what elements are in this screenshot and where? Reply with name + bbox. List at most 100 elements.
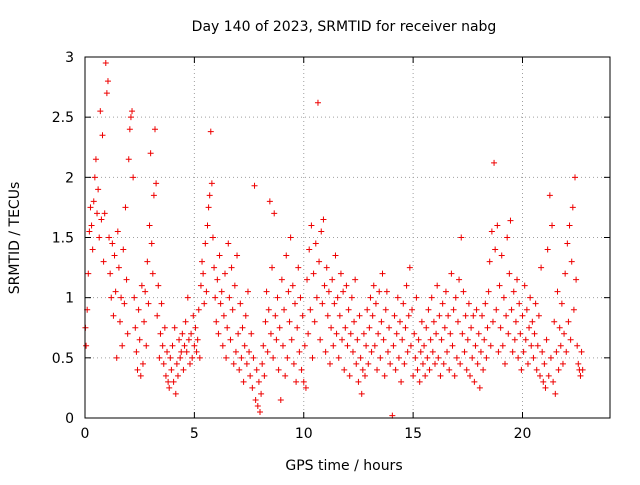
data-point [546, 192, 553, 199]
data-point [301, 342, 308, 349]
data-point [475, 330, 482, 337]
data-point [293, 378, 300, 385]
data-point [232, 348, 239, 355]
data-point [355, 378, 362, 385]
data-point [225, 240, 232, 247]
data-point [427, 336, 434, 343]
data-point [491, 159, 498, 166]
data-point [400, 300, 407, 307]
data-point [149, 270, 156, 277]
data-point [324, 312, 331, 319]
data-point [243, 360, 250, 367]
data-point [386, 324, 393, 331]
data-point [510, 288, 517, 295]
data-point [199, 258, 206, 265]
data-point [311, 318, 318, 325]
data-point [296, 348, 303, 355]
data-point [411, 330, 418, 337]
data-point [527, 294, 534, 301]
data-point [248, 330, 255, 337]
data-point [121, 300, 128, 307]
data-point [392, 366, 399, 373]
data-point [531, 330, 538, 337]
data-point [316, 258, 323, 265]
data-point [150, 192, 157, 199]
data-point [273, 336, 280, 343]
data-point [320, 216, 327, 223]
data-point [158, 300, 165, 307]
data-point [146, 222, 153, 229]
data-point [461, 348, 468, 355]
data-point [528, 342, 535, 349]
data-point [322, 348, 329, 355]
data-point [545, 372, 552, 379]
data-point [432, 360, 438, 367]
data-point [267, 330, 274, 337]
data-point [549, 222, 556, 229]
data-point [104, 78, 111, 85]
data-point [442, 288, 449, 295]
data-point [265, 306, 272, 313]
data-point [444, 348, 451, 355]
data-point [230, 360, 237, 367]
data-point [346, 372, 353, 379]
data-point [402, 324, 409, 331]
data-point [413, 294, 420, 301]
data-point [351, 318, 358, 325]
data-point [391, 312, 398, 319]
data-point [143, 342, 150, 349]
x-tick-label: 20 [514, 426, 532, 442]
data-point [325, 288, 332, 295]
data-point [453, 354, 460, 361]
data-point [312, 240, 319, 247]
data-point [404, 348, 411, 355]
data-point [176, 336, 183, 343]
data-point [249, 384, 256, 391]
data-point [481, 336, 488, 343]
data-point [570, 306, 577, 313]
data-point [358, 390, 365, 397]
data-point [253, 366, 260, 373]
data-point [575, 360, 582, 367]
data-point [100, 258, 107, 265]
data-point [200, 270, 207, 277]
data-point [188, 330, 195, 337]
y-axis-label: SRMTID / TECUs [7, 182, 23, 295]
data-point [110, 312, 117, 319]
data-point [345, 306, 352, 313]
data-point [508, 306, 515, 313]
data-point [446, 366, 453, 373]
data-point [503, 312, 510, 319]
data-point [244, 288, 251, 295]
data-point [445, 312, 452, 319]
data-point [191, 342, 198, 349]
data-point [341, 366, 348, 373]
data-point [135, 306, 142, 313]
data-point [437, 372, 444, 379]
data-point [194, 336, 201, 343]
data-point [384, 348, 391, 355]
data-point [88, 222, 95, 229]
data-point [220, 312, 227, 319]
data-point [137, 372, 144, 379]
data-point [161, 324, 168, 331]
data-point [330, 342, 337, 349]
data-point [203, 288, 210, 295]
data-point [352, 276, 359, 283]
data-point [530, 354, 537, 361]
data-point [541, 360, 548, 367]
data-point [313, 294, 320, 301]
data-point [534, 342, 541, 349]
data-point [429, 348, 436, 355]
data-point [298, 366, 305, 373]
data-point [348, 294, 355, 301]
data-point [193, 348, 200, 355]
x-tick-label: 0 [81, 426, 90, 442]
data-point [522, 336, 529, 343]
data-point [187, 360, 193, 367]
data-point [317, 336, 324, 343]
data-point [228, 264, 235, 271]
data-point [155, 282, 162, 289]
data-point [246, 348, 253, 355]
data-point [539, 348, 546, 355]
